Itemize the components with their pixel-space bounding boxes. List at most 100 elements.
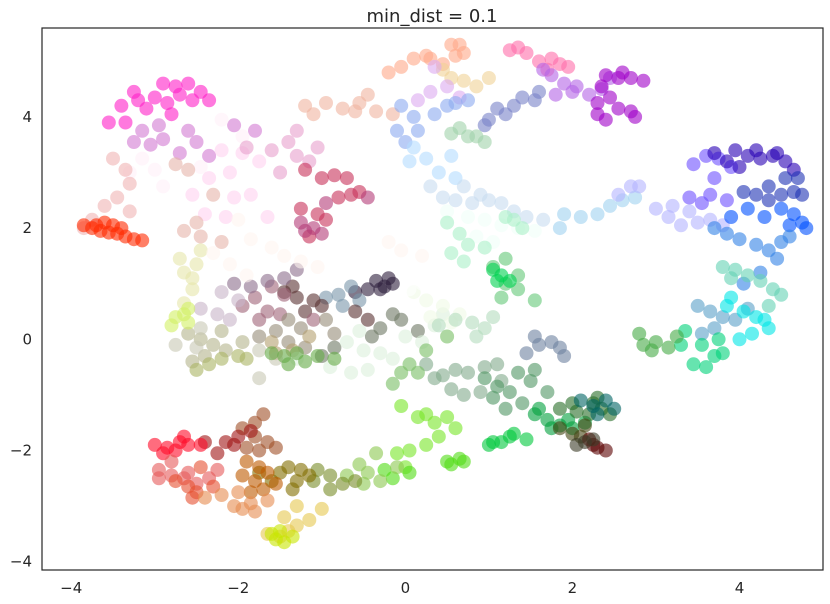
data-point xyxy=(327,351,342,366)
data-point xyxy=(273,165,288,180)
data-point xyxy=(724,210,739,224)
data-point xyxy=(156,76,171,91)
data-point xyxy=(268,440,283,455)
data-point xyxy=(143,137,158,152)
data-point xyxy=(690,298,705,313)
data-point xyxy=(548,87,563,102)
data-point xyxy=(126,84,141,99)
data-point xyxy=(202,148,217,163)
data-point xyxy=(214,112,229,127)
data-point xyxy=(770,146,785,161)
data-point xyxy=(252,371,267,386)
data-point xyxy=(477,212,492,227)
data-point xyxy=(335,476,350,491)
data-point xyxy=(193,301,208,316)
data-point xyxy=(498,251,513,266)
data-point xyxy=(118,162,133,177)
data-point xyxy=(552,221,567,236)
data-point xyxy=(252,312,267,327)
data-point xyxy=(511,365,526,380)
data-point xyxy=(277,510,292,525)
data-point xyxy=(339,335,354,350)
data-point xyxy=(256,407,271,422)
data-point xyxy=(214,143,229,158)
data-point xyxy=(410,365,425,380)
data-point xyxy=(682,204,697,219)
data-point xyxy=(707,146,722,161)
data-point xyxy=(515,221,530,236)
data-point xyxy=(477,240,492,255)
data-point xyxy=(494,196,509,211)
data-point xyxy=(243,279,258,294)
data-point xyxy=(419,293,434,308)
data-point xyxy=(427,107,442,122)
data-point xyxy=(122,204,137,219)
x-tick-label: 2 xyxy=(568,579,578,597)
data-point xyxy=(732,332,747,347)
data-point xyxy=(715,346,730,361)
data-point xyxy=(314,501,329,516)
data-point xyxy=(419,437,434,452)
data-point xyxy=(778,171,793,186)
y-axis-ticks: −4 −2 0 2 4 xyxy=(10,108,32,571)
data-point xyxy=(168,443,183,458)
data-point xyxy=(440,329,455,344)
data-point xyxy=(728,143,743,158)
data-point xyxy=(227,118,242,133)
data-point xyxy=(348,474,363,489)
data-point xyxy=(243,187,258,202)
data-point xyxy=(172,87,187,102)
data-point xyxy=(427,415,442,430)
data-point xyxy=(319,196,333,211)
data-point xyxy=(126,135,141,149)
data-point xyxy=(260,493,275,508)
data-point xyxy=(573,393,588,408)
data-point xyxy=(749,143,764,158)
data-point xyxy=(790,171,805,186)
x-tick-label: −4 xyxy=(60,579,82,597)
y-tick-label: 2 xyxy=(22,219,32,237)
data-point xyxy=(202,93,217,108)
data-point xyxy=(686,157,701,172)
data-point xyxy=(565,84,580,99)
data-point xyxy=(235,129,250,144)
data-point xyxy=(327,326,342,341)
data-point xyxy=(268,476,283,491)
data-point xyxy=(440,215,455,230)
data-point xyxy=(181,465,196,480)
data-point xyxy=(536,212,551,227)
data-point xyxy=(298,223,313,238)
data-point xyxy=(252,154,267,169)
data-point xyxy=(248,290,262,305)
data-point xyxy=(243,232,258,247)
data-point xyxy=(419,343,434,358)
data-point xyxy=(185,490,200,505)
data-point xyxy=(444,148,459,163)
data-point xyxy=(594,79,609,94)
data-point xyxy=(164,318,179,333)
data-point xyxy=(481,71,496,85)
data-point xyxy=(222,257,237,272)
points-layer xyxy=(76,37,814,550)
data-point xyxy=(168,157,183,172)
data-point xyxy=(151,471,166,486)
data-point xyxy=(189,135,204,149)
data-point xyxy=(435,190,450,205)
data-point xyxy=(289,290,304,305)
data-point xyxy=(423,218,438,233)
data-point xyxy=(319,96,333,110)
data-point xyxy=(181,76,196,91)
data-point xyxy=(323,468,338,483)
data-point xyxy=(431,318,446,333)
data-point xyxy=(440,410,455,425)
data-point xyxy=(222,312,237,327)
data-point xyxy=(469,329,484,344)
data-point xyxy=(527,223,542,238)
data-point xyxy=(477,360,492,375)
data-point xyxy=(415,248,430,263)
data-point xyxy=(185,282,200,297)
data-point xyxy=(394,365,409,380)
data-point xyxy=(202,357,217,372)
data-point xyxy=(298,354,313,369)
